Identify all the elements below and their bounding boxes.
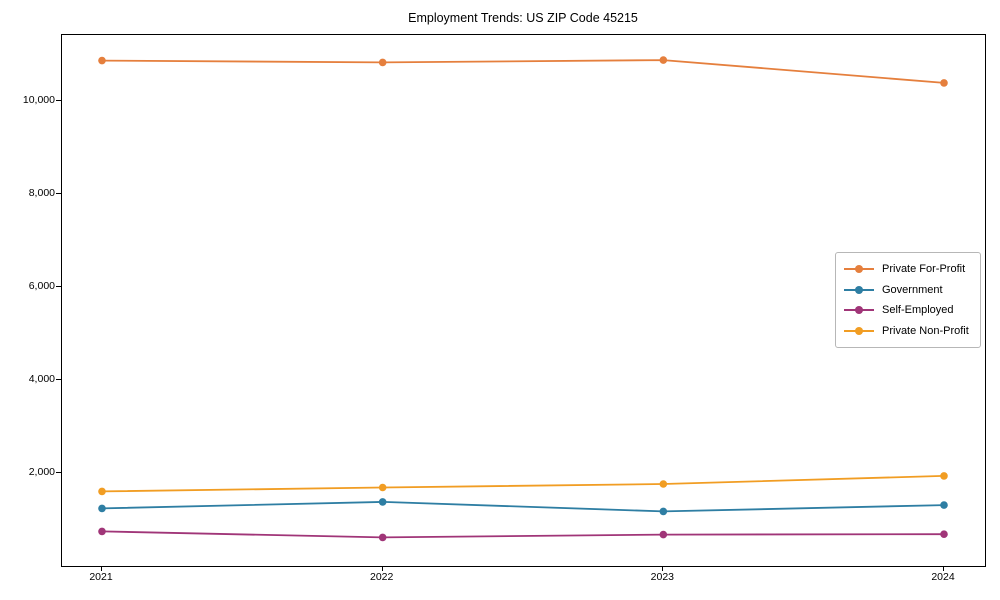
data-point [98,487,106,496]
legend: Private For-Profit Government Self-Employe… [835,252,981,348]
legend-item: Private Non-Profit [844,321,972,342]
legend-label: Self-Employed [882,304,954,317]
y-tick-label: 10,000 [22,94,55,107]
data-point [940,79,948,87]
plot-area [61,34,986,567]
legend-line-marker-icon [844,305,874,315]
legend-line-marker-icon [844,285,874,295]
y-tick-label: 6,000 [28,280,55,293]
y-tick-mark [56,285,61,287]
legend-label: Government [882,283,943,296]
legend-item: Self-Employed [844,300,972,321]
y-tick-mark [56,99,61,101]
series-line [101,500,945,513]
legend-label: Private For-Profit [882,263,966,276]
series-line [101,475,945,493]
data-point [98,504,106,513]
data-point [659,507,668,516]
x-tick-mark [381,566,383,571]
plot-lines [98,56,948,542]
y-tick-mark [56,192,61,194]
data-point [940,472,948,480]
data-point [659,480,668,488]
series-line [101,530,945,539]
data-point [98,527,106,536]
legend-item: Private For-Profit [844,259,972,280]
data-point [940,530,948,538]
data-point [378,498,387,506]
data-point [659,530,668,539]
x-tick-mark [101,566,102,571]
x-tick-label: 2021 [89,571,113,583]
legend-line-marker-icon [844,326,874,336]
x-tick-mark [943,566,944,571]
legend-line-marker-icon [844,264,874,274]
y-tick-label: 4,000 [28,373,55,386]
legend-label: Private Non-Profit [882,324,969,337]
x-tick-mark [662,566,664,571]
data-point [378,533,387,542]
legend-item: Government [844,280,972,301]
chart-title: Employment Trends: US ZIP Code 45215 [408,11,638,25]
data-point [659,56,668,64]
y-tick-mark [56,378,61,380]
series-line [101,59,945,84]
data-point [98,56,106,65]
y-tick-mark [56,471,61,473]
x-tick-label: 2024 [931,571,955,583]
y-tick-label: 8,000 [28,187,55,200]
data-point [940,501,948,509]
data-point [378,58,387,67]
x-tick-label: 2023 [650,571,675,583]
data-point [378,483,387,492]
x-tick-label: 2022 [369,571,394,583]
y-tick-label: 2,000 [28,466,55,479]
